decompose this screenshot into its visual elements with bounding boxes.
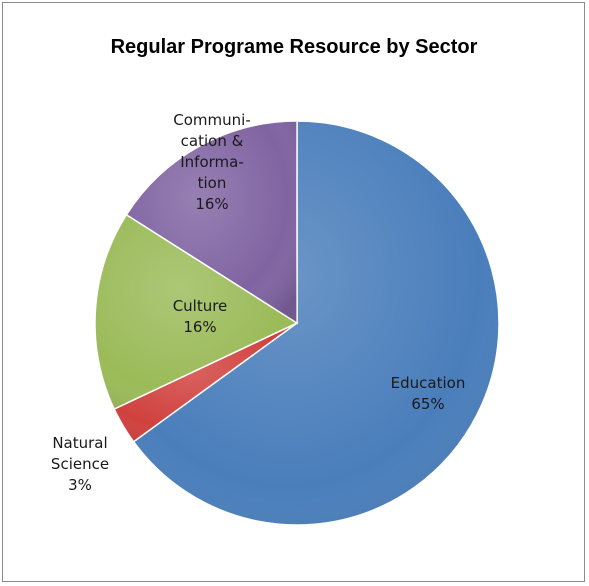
pie-slice-shading bbox=[114, 323, 297, 442]
data-label-communication-information: Communi-cation & Informa-tion 16% bbox=[173, 111, 250, 213]
chart-title: Regular Programe Resource by Sector bbox=[111, 36, 478, 58]
data-label-line: Communi- bbox=[173, 111, 250, 129]
data-label-line: 3% bbox=[68, 476, 92, 494]
pie-slice-shading bbox=[94, 214, 297, 410]
data-label-line: Informa- bbox=[180, 153, 244, 171]
data-label-education: Education 65% bbox=[391, 374, 466, 413]
pie-slice-shading bbox=[133, 121, 500, 526]
data-label-line: Culture bbox=[173, 297, 228, 315]
pie-slice-shading bbox=[126, 120, 297, 323]
data-label-line: 16% bbox=[183, 318, 216, 336]
data-label-natural-science: Natural Science 3% bbox=[51, 434, 109, 494]
data-label-line: cation & bbox=[181, 132, 244, 150]
data-label-line: Science bbox=[51, 455, 109, 473]
data-label-line: Natural bbox=[52, 434, 107, 452]
data-label-line: 16% bbox=[195, 195, 228, 213]
data-label-line: tion bbox=[198, 174, 227, 192]
data-label-culture: Culture 16% bbox=[173, 297, 228, 336]
data-label-line: 65% bbox=[411, 395, 444, 413]
data-label-line: Education bbox=[391, 374, 466, 392]
